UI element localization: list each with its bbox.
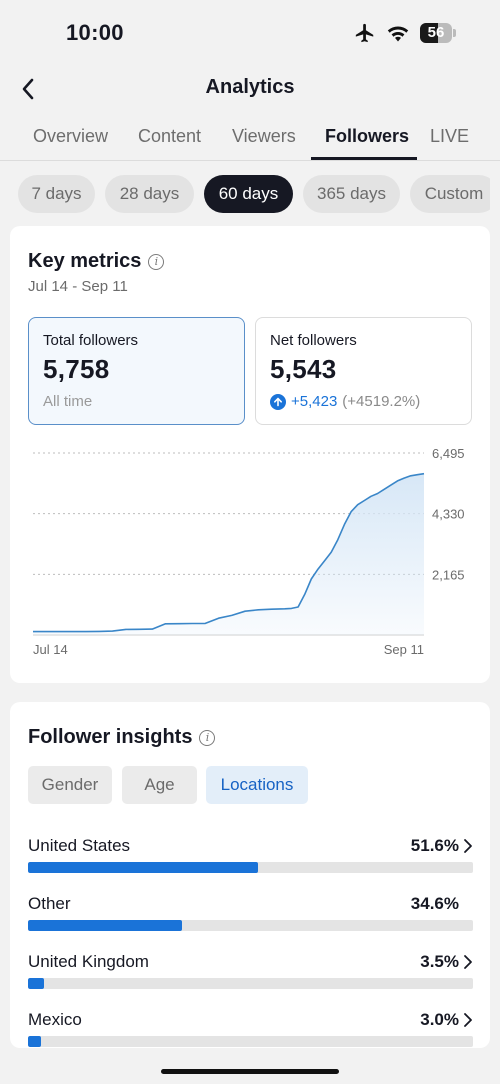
- key-metrics-title: Key metrics i: [28, 250, 165, 273]
- location-percent: 51.6%: [410, 836, 459, 855]
- arrow-up-icon: [270, 393, 286, 410]
- total-followers-sub: All time: [43, 393, 93, 410]
- header: Analytics: [0, 66, 500, 112]
- range-chip-365-days[interactable]: 365 days: [303, 175, 400, 213]
- location-bar-fill: [28, 862, 258, 873]
- follower-insights-title-text: Follower insights: [28, 726, 193, 748]
- chevron-left-icon: [22, 78, 34, 100]
- wifi-icon: [387, 26, 409, 42]
- date-range-chips: 7 days 28 days 60 days 365 days Custom: [18, 175, 490, 213]
- chart-area-fill: [33, 473, 424, 635]
- tab-viewers[interactable]: Viewers: [232, 126, 296, 146]
- net-followers-value: 5,543: [270, 354, 337, 384]
- total-followers-box[interactable]: Total followers 5,758 All time: [28, 317, 245, 425]
- follower-insights-card: Follower insights i Gender Age Locations…: [10, 702, 490, 1048]
- key-metrics-title-text: Key metrics: [28, 250, 142, 272]
- active-tab-indicator: [311, 157, 417, 160]
- followers-chart-svg: 6,495 4,330 2,165 Jul 14 Sep 11: [33, 446, 465, 657]
- location-bar-track: [28, 862, 473, 873]
- range-chip-custom[interactable]: Custom: [410, 175, 490, 213]
- net-followers-box[interactable]: Net followers 5,543 +5,423 (+4519.2%): [255, 317, 472, 425]
- battery-level: 56: [427, 24, 445, 41]
- segment-gender[interactable]: Gender: [28, 766, 112, 804]
- range-chip-60-days[interactable]: 60 days: [204, 175, 293, 213]
- chevron-right-icon: [464, 839, 472, 853]
- range-chip-7-days[interactable]: 7 days: [18, 175, 95, 213]
- key-metrics-card: Key metrics i Jul 14 - Sep 11 Total foll…: [10, 226, 490, 683]
- status-bar: 10:00 56: [0, 0, 500, 66]
- net-change-absolute: +5,423: [291, 393, 338, 410]
- chevron-right-icon: [464, 1013, 472, 1027]
- info-icon[interactable]: i: [199, 729, 216, 746]
- page-title: Analytics: [205, 76, 295, 98]
- chart-xtick-label-end: Sep 11: [384, 642, 424, 657]
- location-percent: 3.0%: [420, 1010, 459, 1029]
- segment-locations[interactable]: Locations: [206, 766, 308, 804]
- segment-age[interactable]: Age: [122, 766, 197, 804]
- chart-xtick-label-start: Jul 14: [33, 642, 68, 657]
- location-percent: 34.6%: [410, 894, 459, 913]
- date-range-label: Jul 14 - Sep 11: [28, 278, 128, 295]
- tab-live[interactable]: LIVE: [430, 126, 470, 146]
- range-chip-28-days[interactable]: 28 days: [105, 175, 194, 213]
- location-bar-track: [28, 1036, 473, 1047]
- chart-ytick-label: 2,165: [432, 567, 465, 582]
- location-name: United Kingdom: [28, 952, 149, 971]
- location-bar-track: [28, 978, 473, 989]
- location-bar-fill: [28, 1036, 42, 1047]
- status-time: 10:00: [66, 20, 124, 45]
- location-bar-fill: [28, 920, 182, 931]
- location-bar-fill: [28, 978, 44, 989]
- location-name: Other: [28, 894, 71, 913]
- net-followers-change: +5,423 (+4519.2%): [270, 393, 420, 410]
- follower-insights-title: Follower insights i: [28, 726, 216, 749]
- home-indicator: [161, 1069, 339, 1074]
- battery-icon: 56: [420, 23, 456, 43]
- info-icon[interactable]: i: [148, 253, 165, 270]
- total-followers-label: Total followers: [43, 332, 139, 349]
- location-bar-track: [28, 920, 473, 931]
- chart-ytick-label: 4,330: [432, 507, 465, 522]
- chart-ytick-label: 6,495: [432, 446, 465, 461]
- location-name: United States: [28, 836, 131, 855]
- tab-bar: Overview Content Viewers Followers LIVE: [0, 118, 500, 161]
- status-icons: 56: [354, 22, 456, 44]
- location-percent: 3.5%: [420, 952, 459, 971]
- total-followers-value: 5,758: [43, 354, 110, 384]
- airplane-icon: [355, 23, 374, 43]
- chart-series-line: [33, 472, 425, 633]
- tab-followers[interactable]: Followers: [325, 126, 410, 146]
- followers-chart: 6,495 4,330 2,165 Jul 14 Sep 11: [10, 438, 490, 668]
- net-followers-label: Net followers: [270, 332, 357, 349]
- net-change-percent: (+4519.2%): [342, 393, 421, 410]
- tab-overview[interactable]: Overview: [33, 126, 109, 146]
- back-button[interactable]: [14, 74, 42, 104]
- location-name: Mexico: [28, 1010, 82, 1029]
- chevron-right-icon: [464, 955, 472, 969]
- tab-content[interactable]: Content: [138, 126, 202, 146]
